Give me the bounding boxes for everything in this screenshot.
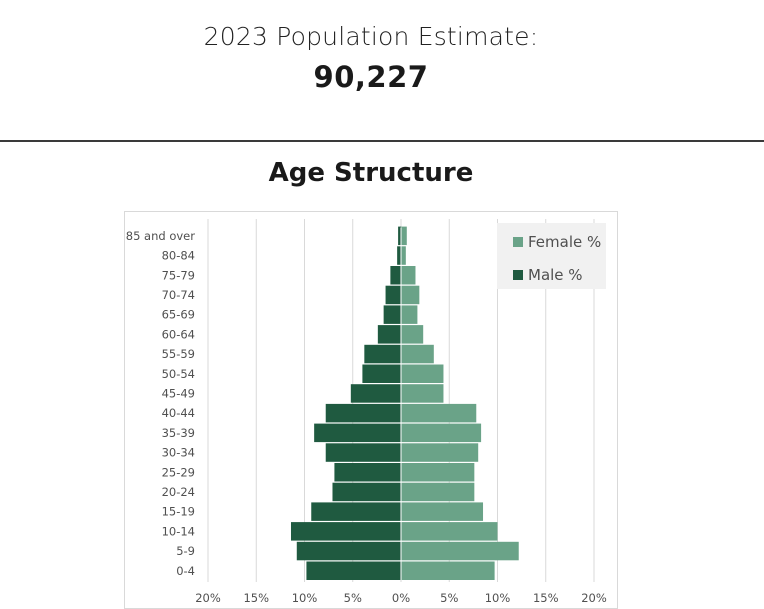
legend-swatch-female — [513, 237, 523, 247]
age-group-label: 10-14 — [162, 524, 195, 538]
legend-swatch-male — [513, 270, 523, 280]
age-group-label: 75-79 — [162, 268, 195, 282]
age-group-label: 85 and over — [126, 229, 195, 243]
bar-male-10-14 — [290, 522, 401, 541]
bar-female-50-54 — [401, 364, 444, 383]
bars — [290, 226, 519, 580]
bar-male-70-74 — [385, 285, 401, 305]
bar-male-5-9 — [296, 541, 401, 561]
bar-male-60-64 — [377, 325, 401, 344]
x-tick-label: 5% — [344, 591, 362, 605]
section-divider — [0, 140, 764, 142]
age-group-label: 20-24 — [162, 485, 195, 499]
age-group-label: 35-39 — [162, 426, 195, 440]
age-group-label: 15-19 — [162, 505, 195, 519]
bar-male-50-54 — [362, 364, 401, 383]
x-tick-label: 10% — [292, 591, 318, 605]
population-estimate-value: 90,227 — [313, 60, 429, 94]
population-header: 2023 Population Estimate: 90,227 — [0, 0, 742, 141]
x-tick-label: 15% — [243, 591, 269, 605]
legend-item-male: Male % — [513, 265, 583, 285]
bar-female-0-4 — [401, 561, 495, 580]
bar-male-40-44 — [325, 403, 401, 423]
bar-female-70-74 — [401, 285, 420, 305]
x-tick-label: 10% — [485, 591, 511, 605]
age-group-label: 0-4 — [176, 564, 195, 578]
bar-female-25-29 — [401, 463, 475, 482]
legend-item-female: Female % — [513, 232, 601, 252]
bar-male-45-49 — [350, 384, 401, 403]
age-group-label: 55-59 — [162, 347, 195, 361]
bar-female-30-34 — [401, 443, 479, 462]
bar-male-35-39 — [314, 423, 401, 443]
age-group-label: 45-49 — [162, 386, 195, 400]
x-tick-label: 20% — [581, 591, 607, 605]
age-group-labels: 0-4 5-9 10-14 15-19 20-24 25-29 30-34 35-39 40-4… — [126, 229, 195, 578]
age-group-label: 80-84 — [162, 249, 195, 263]
bar-male-75-79 — [390, 266, 401, 285]
bar-female-35-39 — [401, 423, 482, 443]
x-axis-tick-labels: 20% 15% 10% 5% 0% 5% 10% 15% 20% — [195, 591, 607, 605]
bar-male-0-4 — [306, 561, 401, 580]
age-group-label: 40-44 — [162, 406, 195, 420]
age-group-label: 25-29 — [162, 465, 195, 479]
bar-female-55-59 — [401, 344, 434, 364]
x-tick-label: 15% — [533, 591, 559, 605]
bar-male-30-34 — [325, 443, 401, 462]
age-group-label: 70-74 — [162, 288, 195, 302]
bar-male-55-59 — [364, 344, 401, 364]
x-tick-label: 5% — [440, 591, 458, 605]
bar-male-65-69 — [383, 305, 401, 324]
bar-female-10-14 — [401, 522, 498, 541]
legend-label-female: Female % — [528, 233, 602, 251]
legend-label-male: Male % — [528, 266, 583, 284]
bar-female-15-19 — [401, 502, 484, 521]
age-group-label: 50-54 — [162, 367, 195, 381]
x-tick-label: 20% — [195, 591, 221, 605]
age-group-label: 60-64 — [162, 327, 195, 341]
age-group-label: 5-9 — [176, 544, 195, 558]
bar-male-85-and-over — [398, 226, 401, 246]
bar-female-85-and-over — [401, 226, 407, 246]
bar-female-60-64 — [401, 325, 424, 344]
chart-legend: Female % Male % — [497, 223, 606, 289]
bar-female-20-24 — [401, 482, 475, 502]
bar-female-5-9 — [401, 541, 519, 561]
age-structure-chart: 0-4 5-9 10-14 15-19 20-24 25-29 30-34 35-39 40-4… — [124, 211, 618, 609]
bar-male-20-24 — [332, 482, 401, 502]
bar-female-65-69 — [401, 305, 418, 324]
bar-female-80-84 — [401, 246, 406, 265]
age-structure-title: Age Structure — [268, 158, 474, 188]
bar-female-75-79 — [401, 266, 416, 285]
bar-female-40-44 — [401, 403, 477, 423]
bar-female-45-49 — [401, 384, 444, 403]
age-group-label: 65-69 — [162, 308, 195, 322]
population-estimate-label: 2023 Population Estimate: — [203, 22, 539, 51]
age-group-label: 30-34 — [162, 446, 195, 460]
bar-male-80-84 — [397, 246, 401, 265]
x-tick-label: 0% — [392, 591, 410, 605]
bar-male-15-19 — [311, 502, 401, 521]
bar-male-25-29 — [334, 463, 401, 482]
